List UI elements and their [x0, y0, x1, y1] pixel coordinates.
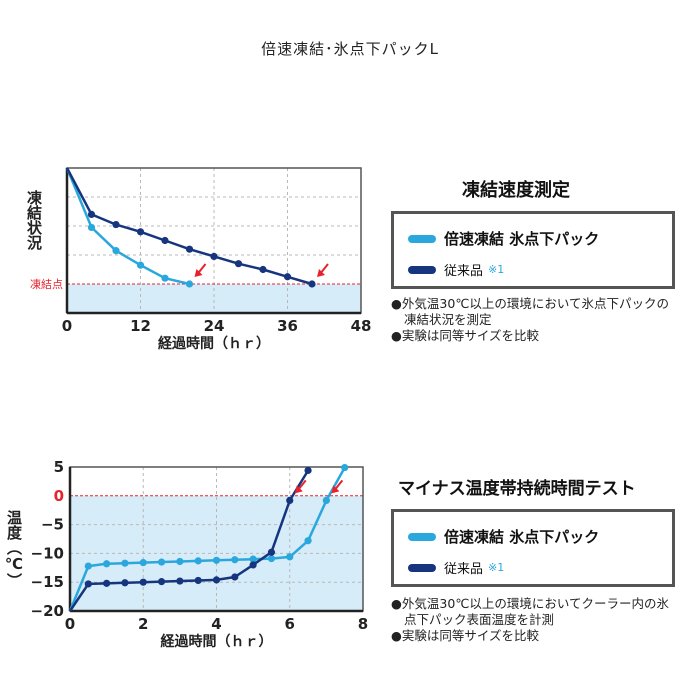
- data-point-fast: [121, 559, 129, 567]
- data-point-conventional: [267, 548, 276, 556]
- data-point-fast: [322, 496, 330, 505]
- data-point-fast: [231, 556, 239, 564]
- data-point-conventional: [194, 576, 202, 585]
- chart2-ylabel: 温度（℃）: [5, 510, 23, 588]
- note-item: ●外気温30℃以上の環境において氷点下パックの凍結状況を測定: [391, 296, 669, 327]
- note-item: ●実験は同等サイズを比較: [391, 628, 540, 643]
- y-tick-label: −5: [41, 516, 64, 534]
- chart2-legend-conventional: 従来品 ※1: [408, 558, 504, 577]
- data-point-conventional: [283, 273, 292, 281]
- x-tick-label: 4: [211, 615, 221, 633]
- data-point-conventional: [161, 236, 169, 245]
- data-point-fast: [112, 247, 120, 255]
- x-tick-label: 24: [204, 317, 225, 335]
- data-point-fast: [157, 558, 166, 566]
- reference-label: 凍結点: [30, 277, 63, 291]
- chart1-side-heading: 凍結速度測定: [462, 180, 570, 201]
- chart1-notes: ●外気温30℃以上の環境において氷点下パックの凍結状況を測定 ●実験は同等サイズ…: [391, 296, 681, 344]
- chart1-ylabel: 凍結状況: [25, 190, 43, 250]
- y-tick-label: −15: [31, 573, 64, 591]
- chart2-legend: 倍速凍結 氷点下パック 従来品 ※1: [391, 509, 675, 587]
- x-tick-label: 2: [138, 615, 148, 633]
- x-tick-label: 6: [285, 615, 295, 633]
- chart2-legend-fast: 倍速凍結 氷点下パック: [408, 526, 599, 547]
- legend-swatch-conventional: [408, 563, 436, 572]
- legend-swatch-fast: [408, 532, 436, 541]
- arrow-marker-head: [294, 485, 303, 494]
- x-tick-label: 36: [277, 317, 298, 335]
- data-point-conventional: [176, 577, 184, 585]
- legend-note-conventional: ※1: [488, 561, 505, 574]
- note-item: ●外気温30℃以上の環境においてクーラー内の氷点下パック表面温度を計測: [391, 596, 669, 627]
- page-title: 倍速凍結･氷点下パックL: [261, 40, 439, 58]
- data-point-conventional: [286, 496, 294, 505]
- data-point-fast: [267, 554, 276, 563]
- legend-label-fast: 倍速凍結 氷点下パック: [444, 230, 600, 248]
- data-point-conventional: [103, 579, 111, 587]
- data-point-conventional: [249, 561, 257, 569]
- data-point-fast: [341, 463, 349, 472]
- legend-label-conventional: 従来品: [444, 264, 484, 279]
- data-point-conventional: [212, 576, 221, 584]
- note-item: ●実験は同等サイズを比較: [391, 328, 540, 343]
- x-tick-label: 0: [62, 317, 72, 335]
- arrow-marker-head: [317, 269, 325, 277]
- data-point-conventional: [210, 252, 218, 261]
- x-tick-label: 0: [65, 615, 75, 633]
- x-tick-label: 48: [351, 317, 372, 335]
- data-point-conventional: [259, 265, 267, 274]
- data-point-fast: [87, 223, 96, 232]
- data-point-conventional: [112, 220, 120, 229]
- data-point-conventional: [157, 578, 166, 586]
- data-point-conventional: [87, 210, 96, 218]
- data-point-conventional: [139, 578, 147, 586]
- legend-swatch-fast: [408, 234, 436, 243]
- legend-label-conventional: 従来品: [444, 562, 484, 577]
- data-point-fast: [249, 555, 257, 563]
- data-point-conventional: [304, 466, 312, 475]
- data-point-fast: [185, 280, 194, 288]
- data-point-conventional: [121, 579, 129, 587]
- data-point-conventional: [234, 260, 243, 268]
- arrow-marker-head: [194, 269, 203, 277]
- data-point-fast: [103, 560, 111, 568]
- legend-swatch-conventional: [408, 265, 436, 274]
- data-point-fast: [286, 553, 294, 561]
- data-point-conventional: [308, 280, 316, 288]
- data-point-fast: [136, 261, 145, 269]
- freezing-speed-chart: 0 12 24 36 48 経過時間（ｈｒ） 凍結点: [30, 167, 372, 352]
- x-tick-label: 8: [358, 615, 368, 633]
- y-tick-label: 0: [54, 487, 64, 505]
- data-point-fast: [194, 557, 202, 565]
- data-point-fast: [176, 557, 184, 566]
- y-tick-label: 5: [54, 458, 64, 476]
- series-line-fast: [68, 466, 346, 612]
- data-point-fast: [304, 537, 312, 545]
- data-point-conventional: [136, 228, 145, 236]
- y-tick-label: −10: [31, 544, 64, 562]
- chart2-side-heading: マイナス温度帯持続時間テスト: [398, 479, 636, 499]
- subzero-duration-chart: 0 2 4 6 8 経過時間（ｈｒ） 5 0 −5 −10 −15 −20: [31, 458, 369, 650]
- data-point-fast: [139, 559, 147, 567]
- data-point-conventional: [84, 580, 92, 588]
- x-tick-label: 12: [130, 317, 151, 335]
- data-point-conventional: [185, 245, 194, 253]
- data-point-fast: [161, 274, 169, 282]
- data-point-conventional: [231, 573, 239, 581]
- legend-label-fast: 倍速凍結 氷点下パック: [444, 528, 600, 546]
- x-axis-label: 経過時間（ｈｒ）: [161, 633, 273, 650]
- y-tick-label: −20: [31, 602, 64, 620]
- chart2-notes: ●外気温30℃以上の環境においてクーラー内の氷点下パック表面温度を計測 ●実験は…: [391, 596, 681, 644]
- legend-note-conventional: ※1: [488, 263, 505, 276]
- data-point-fast: [84, 562, 92, 570]
- chart1-legend-conventional: 従来品 ※1: [408, 260, 504, 279]
- arrow-marker-head: [331, 485, 340, 494]
- chart1-legend-fast: 倍速凍結 氷点下パック: [408, 228, 599, 249]
- data-point-fast: [212, 556, 221, 564]
- chart1-legend: 倍速凍結 氷点下パック 従来品 ※1: [391, 211, 675, 289]
- series-line-fast: [65, 167, 190, 286]
- x-axis-label: 経過時間（ｈｒ）: [158, 335, 270, 352]
